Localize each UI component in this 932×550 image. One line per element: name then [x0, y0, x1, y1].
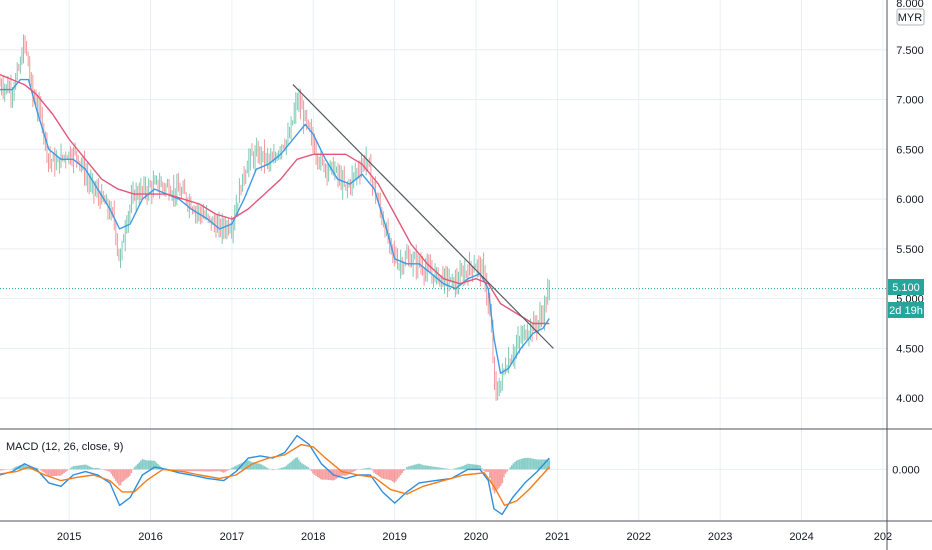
price-tick-label: 6.000	[896, 194, 924, 206]
macd-panel[interactable]	[0, 434, 551, 516]
time-tick-label: 2015	[57, 531, 81, 543]
moving-averages	[0, 74, 550, 374]
currency-tag[interactable]	[896, 8, 925, 26]
currency-label: MYR	[898, 12, 923, 24]
time-tick-label: 2019	[382, 531, 406, 543]
time-tick-label: 2024	[789, 531, 813, 543]
time-tick-label: 202	[874, 531, 892, 543]
fast-ma-line	[0, 78, 550, 374]
time-tick-label: 2018	[301, 531, 325, 543]
price-tick-label: 4.500	[896, 343, 924, 355]
price-tick-label: 7.000	[896, 95, 924, 107]
macd-line	[0, 434, 550, 516]
time-tick-label: 2020	[464, 531, 488, 543]
price-tick-label: 7.500	[896, 45, 924, 57]
current-price-badge	[888, 279, 924, 295]
price-tick-label: 4.000	[896, 393, 924, 405]
time-tick-label: 2023	[708, 531, 732, 543]
signal-line	[0, 443, 550, 507]
grid	[0, 0, 887, 520]
macd-tick-label: 0.000	[892, 464, 920, 476]
macd-title: MACD (12, 26, close, 9)	[6, 441, 123, 453]
price-tick-label: 6.500	[896, 144, 924, 156]
price-tick-top: 8.000	[896, 0, 924, 10]
time-tick-label: 2021	[545, 531, 569, 543]
time-tick-label: 2022	[627, 531, 651, 543]
price-tick-label: 5.500	[896, 244, 924, 256]
price-axis[interactable]: 4.0004.5005.0005.5006.0006.5007.0007.500…	[892, 45, 924, 477]
trendline[interactable]	[292, 84, 554, 349]
current-price-label: 5.100	[892, 282, 920, 294]
slow-ma-line	[0, 74, 550, 325]
time-tick-label: 2016	[138, 531, 162, 543]
time-tick-label: 2017	[220, 531, 244, 543]
price-bars	[0, 34, 550, 401]
countdown-badge	[888, 302, 924, 318]
price-panel[interactable]	[0, 34, 887, 401]
time-axis[interactable]: 2015 2016 2017 2018 2019 2020 2021 2022 2023 2024…	[57, 531, 892, 543]
countdown-label: 2d 19h	[889, 305, 923, 317]
macd-histogram	[0, 457, 551, 494]
